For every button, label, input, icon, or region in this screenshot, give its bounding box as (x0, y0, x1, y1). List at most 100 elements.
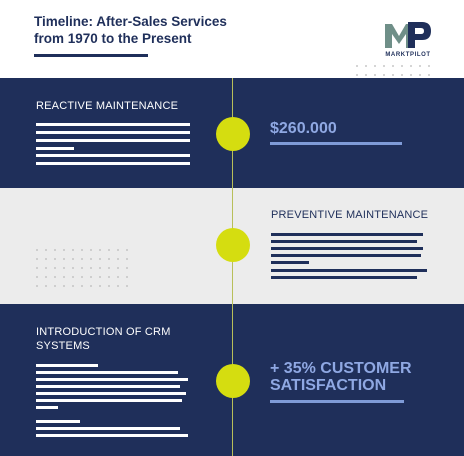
text-line-placeholder (36, 139, 190, 142)
text-line-placeholder (36, 147, 74, 150)
decorative-dot (108, 267, 110, 269)
decorative-dot (410, 74, 412, 76)
timeline-marker-2 (216, 228, 250, 262)
decorative-dot (45, 258, 47, 260)
text-line-placeholder (36, 123, 190, 126)
decorative-dot (108, 276, 110, 278)
text-line-placeholder (36, 406, 58, 409)
decorative-dot (401, 74, 403, 76)
decorative-dot (392, 74, 394, 76)
decorative-dot (117, 267, 119, 269)
timeline-marker-1 (216, 117, 250, 151)
text-line-placeholder (36, 392, 186, 395)
page-title: Timeline: After-Sales Services from 1970… (34, 13, 294, 47)
text-line-placeholder (36, 399, 182, 402)
decorative-dot (419, 65, 421, 67)
decorative-dot (99, 258, 101, 260)
decorative-dot (117, 276, 119, 278)
mp-logo-icon (385, 22, 431, 48)
decorative-dot (63, 276, 65, 278)
decorative-dot (126, 258, 128, 260)
decorative-dot (99, 285, 101, 287)
text-line-placeholder (271, 247, 423, 250)
decorative-dot (126, 276, 128, 278)
decorative-dot (45, 249, 47, 251)
decorative-dot (45, 276, 47, 278)
stat-value: $260.000 (270, 120, 337, 137)
stat-underline (270, 142, 402, 145)
decorative-dot (54, 267, 56, 269)
section-title-line-2: SYSTEMS (36, 340, 90, 352)
decorative-dot (108, 249, 110, 251)
decorative-dot (99, 267, 101, 269)
decorative-dot (81, 276, 83, 278)
section-title: REACTIVE MAINTENANCE (36, 100, 179, 112)
decorative-dot (383, 65, 385, 67)
decorative-dot (126, 285, 128, 287)
decorative-dot (54, 249, 56, 251)
decorative-dot (90, 285, 92, 287)
section-title-line-1: INTRODUCTION OF CRM (36, 326, 171, 338)
section-title: PREVENTIVE MAINTENANCE (271, 209, 429, 221)
decorative-dot (392, 65, 394, 67)
decorative-dot (126, 249, 128, 251)
text-line-placeholder (36, 162, 190, 165)
timeline-marker-3 (216, 364, 250, 398)
decorative-dot (45, 267, 47, 269)
text-line-placeholder (36, 131, 190, 134)
text-line-placeholder (271, 233, 423, 236)
stat-value: + 35% CUSTOMER SATISFACTION (270, 360, 412, 394)
text-line-placeholder (271, 261, 309, 264)
decorative-dot (90, 249, 92, 251)
decorative-dot (72, 249, 74, 251)
decorative-dot (54, 258, 56, 260)
stat-underline (270, 400, 404, 403)
stat-line-2: SATISFACTION (270, 377, 387, 394)
decorative-dot (428, 65, 430, 67)
decorative-dot (54, 276, 56, 278)
decorative-dot (36, 285, 38, 287)
text-line-placeholder (36, 378, 188, 381)
logo-text: MARKTPILOT (385, 52, 431, 58)
decorative-dot (117, 258, 119, 260)
decorative-dot (63, 258, 65, 260)
text-line-placeholder (271, 254, 421, 257)
decorative-dot (410, 65, 412, 67)
marktpilot-logo: MARKTPILOT (381, 18, 435, 64)
text-line-placeholder (271, 269, 427, 272)
decorative-dot (63, 267, 65, 269)
section-title: INTRODUCTION OF CRM SYSTEMS (36, 325, 171, 353)
decorative-dot (72, 258, 74, 260)
text-line-placeholder (36, 154, 190, 157)
decorative-dot (99, 249, 101, 251)
decorative-dot (90, 276, 92, 278)
decorative-dot (126, 267, 128, 269)
decorative-dot (374, 65, 376, 67)
decorative-dot (81, 267, 83, 269)
decorative-dot (356, 74, 358, 76)
decorative-dot (81, 285, 83, 287)
decorative-dots-mid (36, 249, 135, 294)
text-line-placeholder (36, 371, 178, 374)
decorative-dot (356, 65, 358, 67)
text-line-placeholder (36, 434, 188, 437)
decorative-dot (90, 258, 92, 260)
decorative-dot (117, 249, 119, 251)
title-line-2: from 1970 to the Present (34, 31, 192, 46)
decorative-dot (72, 276, 74, 278)
stat-line-1: + 35% CUSTOMER (270, 360, 412, 377)
text-line-placeholder (36, 364, 98, 367)
timeline-line (232, 78, 233, 456)
text-line-placeholder (36, 420, 80, 423)
decorative-dot (117, 285, 119, 287)
decorative-dot (365, 65, 367, 67)
decorative-dot (36, 258, 38, 260)
title-line-1: Timeline: After-Sales Services (34, 14, 227, 29)
decorative-dot (108, 258, 110, 260)
decorative-dot (36, 249, 38, 251)
decorative-dot (99, 276, 101, 278)
decorative-dot (419, 74, 421, 76)
title-underline (34, 54, 148, 57)
decorative-dot (63, 285, 65, 287)
text-line-placeholder (36, 427, 180, 430)
